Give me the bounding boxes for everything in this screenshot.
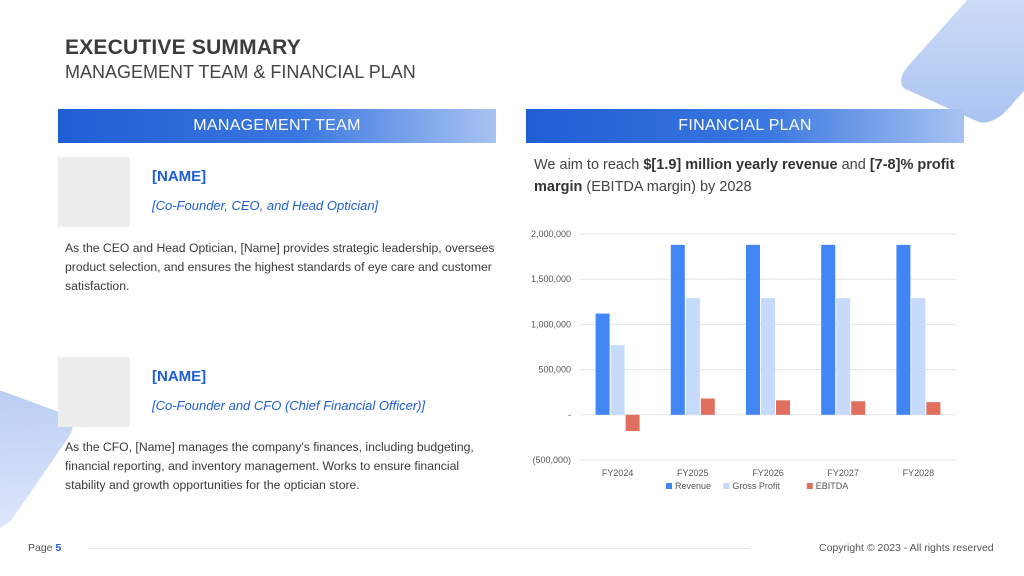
- plan-text-part: (EBITDA margin) by 2028: [582, 179, 752, 195]
- plan-text-margin-target: [7-8]% profit margin: [534, 157, 955, 195]
- financial-plan-header: FINANCIAL PLAN: [526, 109, 964, 143]
- plan-text-revenue-target: $[1.9] million yearly revenue: [643, 157, 838, 173]
- x-tick-label: FY2025: [677, 468, 709, 478]
- x-tick-label: FY2024: [602, 468, 634, 478]
- member-role: [Co-Founder and CFO (Chief Financial Off…: [152, 398, 426, 413]
- bar-gross-profit: [610, 345, 625, 415]
- y-tick-label: -: [568, 410, 571, 420]
- bar-gross-profit: [836, 298, 851, 415]
- legend-label: Revenue: [675, 481, 711, 491]
- bar-revenue: [821, 244, 836, 415]
- legend-swatch: [806, 483, 813, 489]
- legend-swatch: [666, 483, 672, 489]
- y-tick-label: 500,000: [538, 365, 571, 375]
- legend-swatch: [723, 483, 730, 489]
- page-label: Page: [28, 542, 53, 554]
- legend-label: Gross Profit: [732, 481, 780, 491]
- bar-gross-profit: [761, 298, 775, 415]
- page-title: EXECUTIVE SUMMARY: [65, 36, 301, 59]
- bar-revenue: [746, 244, 760, 415]
- financial-plan-chart: (500,000) - 500,000 1,000,000 1,500,000 2,000…: [531, 229, 956, 491]
- member-photo-placeholder: [58, 357, 130, 427]
- bar-ebitda: [625, 414, 640, 432]
- member-photo-placeholder: [58, 157, 130, 227]
- bar-revenue: [896, 244, 911, 415]
- legend-label: EBITDA: [816, 481, 849, 491]
- plan-text-part: and: [837, 157, 870, 173]
- plan-text-part: We aim to reach: [534, 157, 644, 173]
- x-tick-label: FY2026: [752, 468, 784, 478]
- bar-gross-profit: [911, 298, 926, 415]
- page-number-value: 5: [55, 542, 62, 554]
- member-description: As the CFO, [Name] manages the company's…: [65, 440, 474, 492]
- y-tick-label: 2,000,000: [531, 229, 571, 239]
- member-name: [NAME]: [152, 168, 207, 185]
- member-name: [NAME]: [152, 368, 207, 385]
- y-tick-label: (500,000): [532, 455, 571, 465]
- y-tick-label: 1,500,000: [531, 274, 571, 284]
- bar-revenue: [595, 313, 610, 415]
- bar-revenue: [670, 244, 685, 415]
- member-description: As the CEO and Head Optician, [Name] pro…: [65, 241, 495, 293]
- copyright-text: Copyright © 2023 - All rights reserved: [819, 542, 994, 554]
- x-tick-label: FY2028: [903, 468, 935, 478]
- x-tick-label: FY2027: [827, 468, 859, 478]
- management-team-header: MANAGEMENT TEAM: [58, 109, 496, 143]
- bar-ebitda: [700, 398, 715, 415]
- member-role: [Co-Founder, CEO, and Head Optician]: [152, 198, 379, 213]
- bar-ebitda: [926, 402, 941, 415]
- bar-gross-profit: [685, 298, 700, 415]
- bar-ebitda: [776, 400, 790, 415]
- financial-plan-statement: We aim to reach $[1.9] million yearly re…: [534, 154, 959, 198]
- bar-ebitda: [851, 401, 866, 415]
- y-tick-label: 1,000,000: [531, 319, 571, 329]
- page-subtitle: MANAGEMENT TEAM & FINANCIAL PLAN: [65, 62, 416, 82]
- footer-divider: [88, 548, 750, 549]
- page-number: Page 5: [28, 542, 61, 554]
